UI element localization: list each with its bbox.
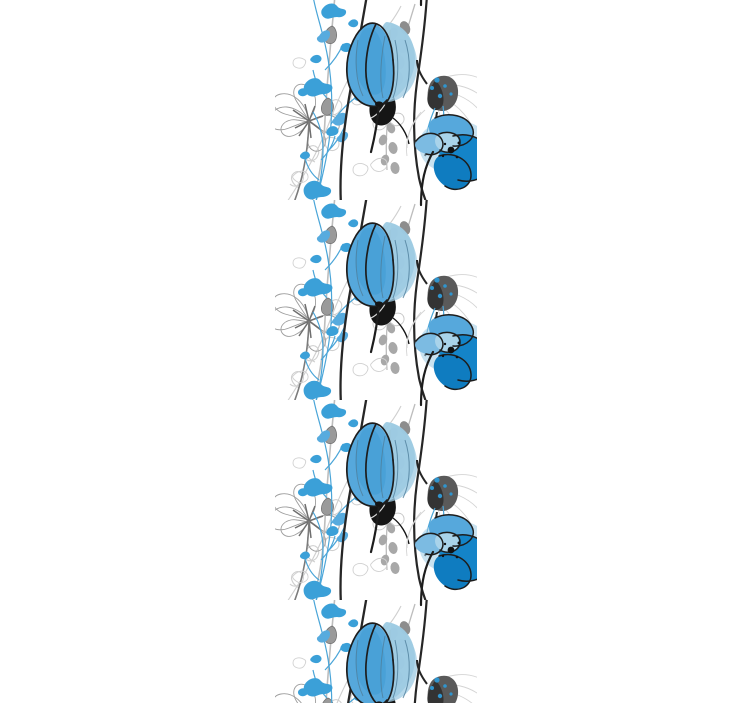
dark-bud-icon: [416, 659, 459, 703]
outline-flower-icon: [275, 483, 340, 600]
black-stem-icon: [339, 0, 368, 200]
outline-flower-icon: [275, 283, 340, 400]
poppy-bottom-icon: [415, 514, 477, 600]
blue-splatter-icon: [297, 600, 366, 703]
black-stem-icon: [339, 400, 368, 600]
poppy-bottom-icon: [415, 314, 477, 400]
tulip-icon: [346, 222, 418, 354]
black-stem-icon: [413, 200, 428, 400]
pattern-tile-2: [275, 200, 477, 400]
black-stem-icon: [413, 600, 428, 703]
tulip-icon: [346, 422, 418, 554]
blue-splatter-icon: [299, 111, 339, 200]
pattern-tile-1: [275, 0, 477, 200]
tendril-curl-icon: [292, 57, 388, 184]
tendril-curl-icon: [292, 257, 388, 384]
pattern-tile-3: [275, 400, 477, 600]
black-stem-icon: [413, 0, 428, 200]
tendril-curl-icon: [292, 657, 307, 669]
black-stem-icon: [413, 400, 428, 600]
poppy-bottom-icon: [415, 114, 477, 200]
black-stem-icon: [347, 600, 368, 703]
tulip-icon: [346, 22, 418, 154]
blue-splatter-icon: [299, 311, 339, 400]
blue-splatter-icon: [299, 511, 339, 600]
tulip-icon: [346, 622, 418, 703]
black-stem-icon: [339, 200, 368, 400]
pattern-tile-4: [275, 600, 477, 703]
tendril-curl-icon: [292, 457, 388, 584]
wallpaper-strip: [275, 0, 477, 703]
outline-flower-icon: [275, 683, 316, 703]
